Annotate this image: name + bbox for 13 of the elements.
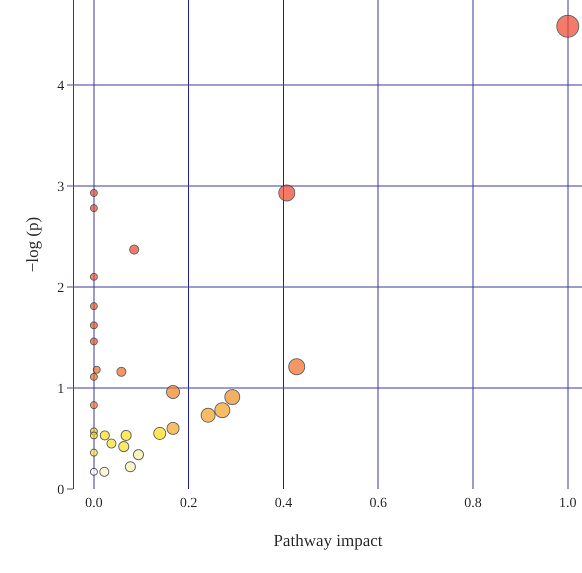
x-tick-label: 0.0 — [85, 496, 103, 511]
y-tick-label: 0 — [57, 482, 64, 498]
x-axis-title: Pathway impact — [273, 531, 383, 550]
x-tick-label: 0.8 — [464, 496, 482, 511]
x-tick-label: 0.2 — [180, 496, 198, 511]
y-tick-label: 2 — [57, 280, 64, 296]
x-tick-label: 1.0 — [559, 496, 577, 511]
x-tick-label: 0.6 — [369, 496, 387, 511]
y-tick-label: 4 — [57, 78, 64, 94]
x-tick-label: 0.4 — [274, 496, 292, 511]
y-tick-label: 1 — [57, 382, 64, 397]
y-axis-title: −log (p) — [22, 216, 42, 272]
y-tick-label: 3 — [57, 180, 64, 195]
